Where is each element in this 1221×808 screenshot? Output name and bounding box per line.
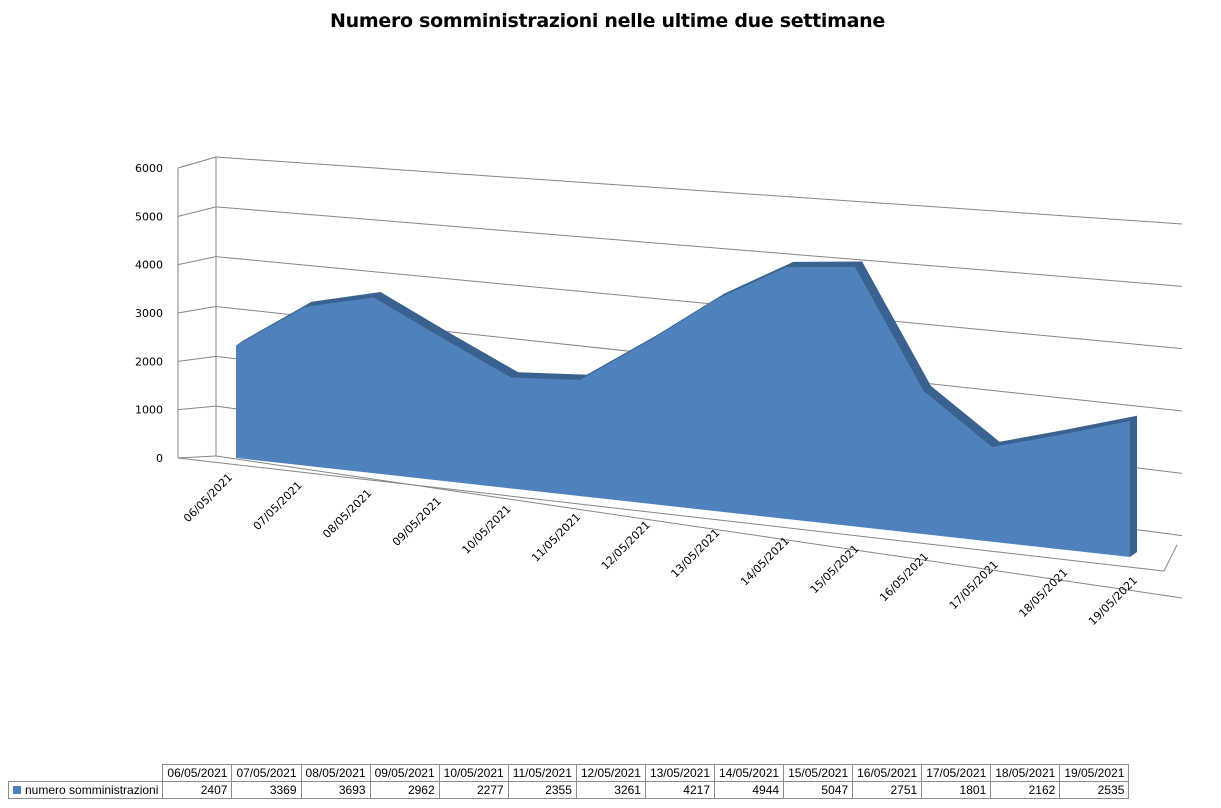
x-tick-label: 15/05/2021 [808, 542, 862, 596]
x-tick-label: 12/05/2021 [599, 518, 653, 572]
gridline [215, 206, 1183, 287]
y-tick-label: 2000 [135, 355, 163, 368]
table-header-cell: 16/05/2021 [852, 764, 923, 782]
y-tick-label: 6000 [135, 162, 163, 175]
table-header-cell: 12/05/2021 [575, 764, 646, 782]
chart-title: Numero somministrazioni nelle ultime due… [330, 10, 885, 32]
table-header-cell: 09/05/2021 [369, 764, 440, 782]
table-header-cell: 08/05/2021 [300, 764, 371, 782]
table-corner [8, 764, 164, 782]
y-tick-label: 4000 [135, 259, 163, 272]
legend-key [13, 786, 21, 794]
floor-right-edge [1163, 544, 1178, 572]
area-front-face [236, 266, 1130, 557]
x-tick-label: 09/05/2021 [390, 495, 444, 549]
table-header-cell: 07/05/2021 [231, 764, 302, 782]
chart-plot: 0 1000 2000 3000 4000 5000 6000 06/05/2021 07/0… [135, 156, 1183, 628]
table-value-cell: 2162 [990, 781, 1061, 799]
wall-gridline [177, 206, 217, 217]
table-header-cell: 18/05/2021 [990, 764, 1061, 782]
wall-gridline [177, 256, 217, 266]
table-header-cell: 14/05/2021 [713, 764, 785, 782]
wall-gridline [177, 355, 217, 362]
area-top-segment [785, 261, 863, 268]
x-tick-label: 08/05/2021 [320, 487, 374, 541]
table-header-cell: 11/05/2021 [507, 764, 577, 782]
x-tick-label: 17/05/2021 [947, 558, 1001, 612]
floor-front-edge [177, 457, 1165, 572]
gridline [215, 256, 1183, 350]
wall-gridline [177, 405, 217, 411]
table-value-cell: 2277 [438, 781, 509, 799]
gridline [215, 156, 1183, 225]
table-value-cell: 1801 [921, 781, 992, 799]
table-header-cell: 17/05/2021 [921, 764, 992, 782]
table-value-cell: 3369 [231, 781, 302, 799]
table-value-cell: 2535 [1059, 781, 1130, 799]
x-tick-label: 06/05/2021 [181, 471, 235, 525]
x-tick-label: 14/05/2021 [738, 534, 792, 588]
data-table: 06/05/2021 07/05/2021 08/05/2021 09/05/2021… [7, 764, 1130, 799]
wall-gridline [177, 455, 217, 459]
table-value-cell: 3261 [575, 781, 646, 799]
table-header-cell: 15/05/2021 [783, 764, 854, 782]
y-tick-label: 3000 [135, 307, 163, 320]
x-tick-label: 07/05/2021 [251, 479, 305, 533]
table-value-cell: 5047 [783, 781, 854, 799]
x-tick-label: 11/05/2021 [529, 511, 583, 565]
x-tick-label: 18/05/2021 [1016, 566, 1070, 620]
wall-gridline [177, 156, 217, 169]
y-axis-ticks: 0 1000 2000 3000 4000 5000 6000 [135, 162, 163, 465]
wall-gridline [177, 306, 217, 314]
area-series [235, 261, 1138, 557]
y-tick-label: 0 [156, 452, 163, 465]
x-tick-label: 13/05/2021 [668, 526, 722, 580]
x-tick-label: 10/05/2021 [460, 503, 514, 557]
table-value-cell: 3693 [300, 781, 371, 799]
table-value-cell: 2962 [369, 781, 440, 799]
table-value-cell: 2355 [507, 781, 577, 799]
table-value-cell: 2751 [852, 781, 923, 799]
y-tick-label: 5000 [135, 210, 163, 223]
gridline [215, 455, 1183, 599]
table-series-label: numero somministrazioni [7, 781, 164, 799]
y-tick-label: 1000 [135, 404, 163, 417]
table-value-cell: 4217 [644, 781, 716, 799]
table-value-cell: 2407 [162, 781, 233, 799]
x-tick-label: 19/05/2021 [1086, 574, 1140, 628]
area-side-edge [1130, 416, 1137, 557]
table-value-cell: 4944 [713, 781, 785, 799]
x-tick-label: 16/05/2021 [877, 550, 931, 604]
table-header-cell: 10/05/2021 [438, 764, 509, 782]
table-header-cell: 13/05/2021 [644, 764, 716, 782]
legend-label: numero somministrazioni [25, 783, 159, 797]
table-header-cell: 19/05/2021 [1059, 764, 1130, 782]
table-header-cell: 06/05/2021 [162, 764, 233, 782]
table-row: numero somministrazioni 2407 3369 3693 2962 2… [7, 781, 1130, 799]
